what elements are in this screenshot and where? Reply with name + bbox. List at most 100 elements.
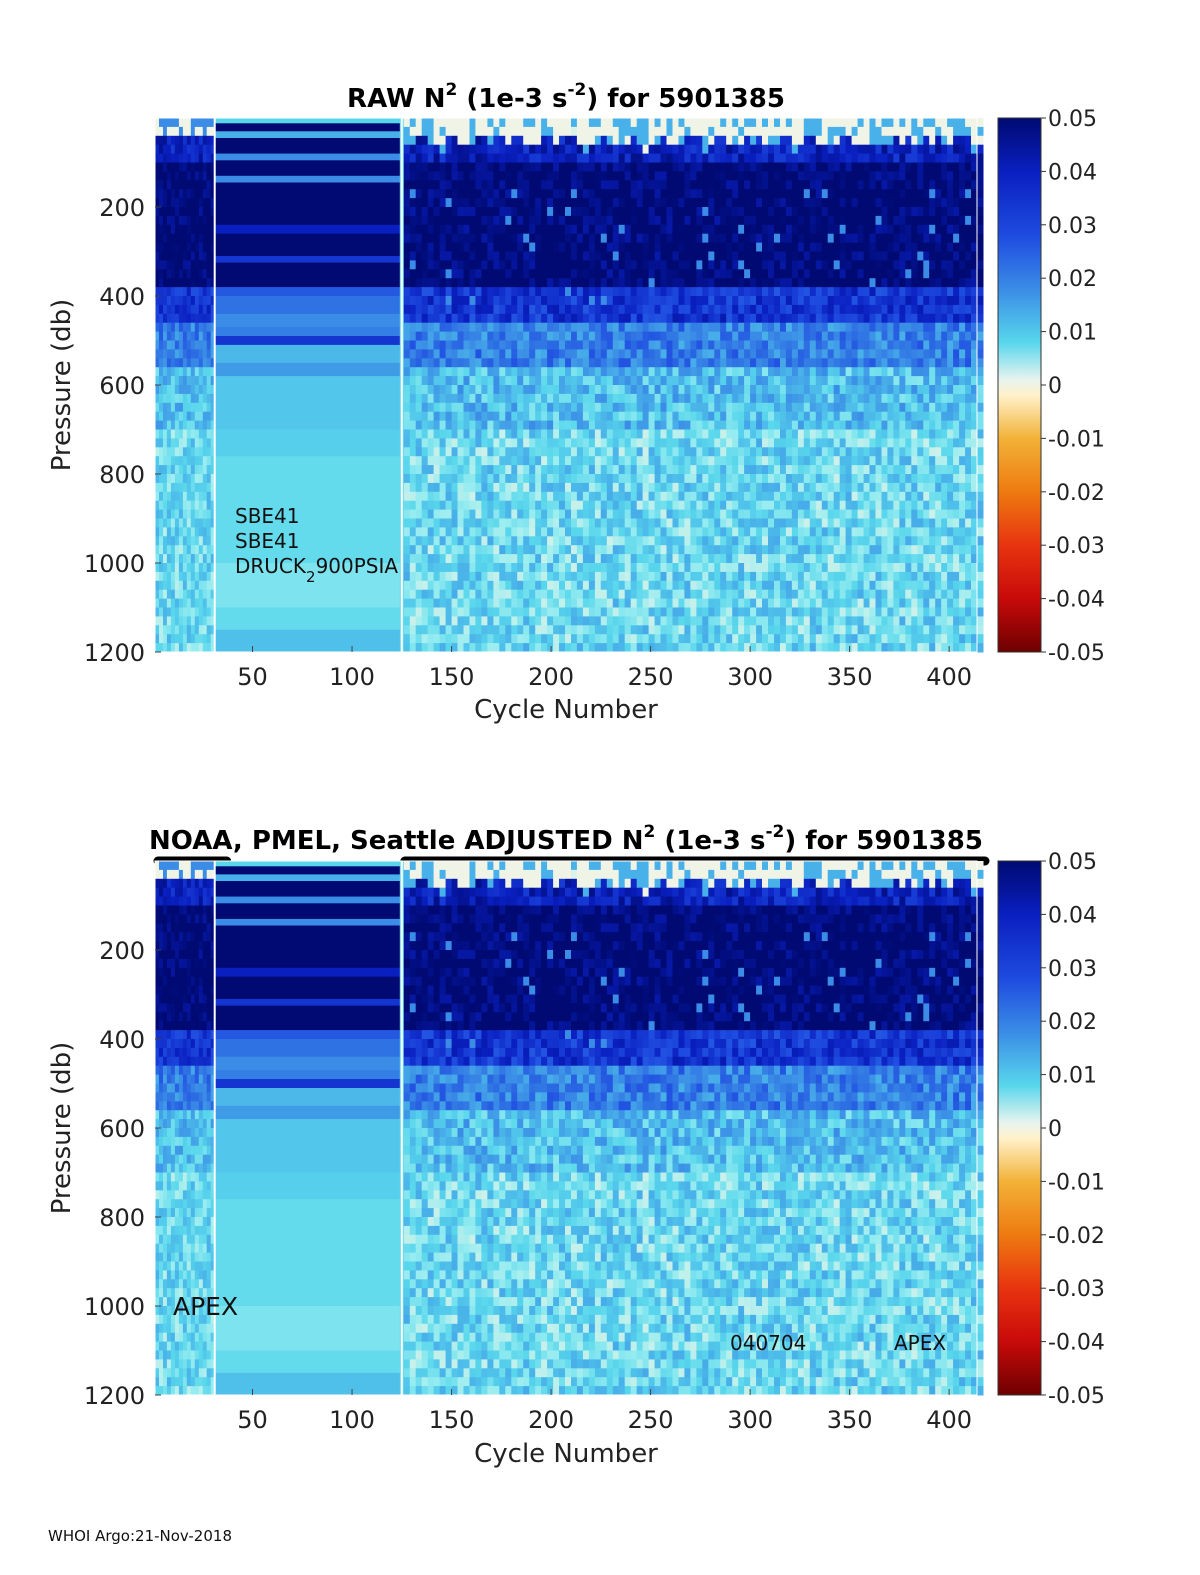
heatmap-cell [672,260,679,270]
heatmap-cell [726,598,733,608]
heatmap-cell [797,465,805,475]
heatmap-cell [403,304,411,315]
heatmap-cell [684,625,691,635]
heatmap-cell [690,260,697,270]
heatmap-cell [588,554,596,564]
heatmap-cell [624,634,632,644]
heatmap-cell [774,367,781,377]
heatmap-cell [178,429,184,439]
heatmap-cell [672,304,679,315]
heatmap-cell [475,616,482,626]
heatmap-cell [696,456,703,466]
heatmap-cell [654,162,662,172]
heatmap-cell [762,589,769,600]
heatmap-cell [427,340,435,350]
heatmap-cell [159,545,164,555]
heatmap-cell [642,545,650,555]
heatmap-cell [163,376,168,386]
heatmap-cell [433,304,441,315]
heatmap-cell [720,349,727,359]
heatmap-cell [684,411,691,422]
heatmap-cell [750,144,757,155]
heatmap-cell [210,563,216,573]
heatmap-cell [457,616,464,626]
heatmap-cell [648,367,656,377]
heatmap-cell [559,643,566,653]
heatmap-cell [618,527,626,537]
heatmap-cell [738,536,745,546]
heatmap-cell [421,144,429,155]
heatmap-cell [445,180,453,190]
heatmap-cell [529,607,536,617]
heatmap-cell [511,367,518,377]
heatmap-cell [421,224,429,235]
heatmap-cell [194,447,200,457]
heatmap-cell [732,349,739,359]
heatmap-cell [475,242,482,252]
heatmap-cell [672,393,679,404]
heatmap-cell [648,198,656,208]
heatmap-cell [463,313,470,324]
heatmap-cell [529,260,536,270]
heatmap-cell [606,287,614,297]
heatmap-cell [708,180,715,190]
heatmap-cell [186,580,192,591]
heatmap-cell [726,349,733,359]
heatmap-cell [708,313,715,324]
heatmap-cell [403,376,411,386]
heatmap-cell [174,207,180,217]
heatmap-cell [159,322,164,333]
heatmap-cell [505,491,512,502]
heatmap-cell [571,607,578,617]
heatmap-cell [744,340,751,350]
heatmap-cell [511,474,518,484]
heatmap-cell [624,322,632,333]
heatmap-cell [660,135,667,146]
heatmap-cell [576,429,584,439]
heatmap-cell [163,171,168,181]
heatmap-cell [666,287,673,297]
heatmap-cell [594,224,602,235]
heatmap-cell [174,224,180,235]
heatmap-cell [624,527,632,537]
heatmap-cell [618,224,626,235]
heatmap-cell [475,287,482,297]
heatmap-cell [780,571,787,582]
heatmap-cell [559,447,566,457]
heatmap-cell [427,643,435,653]
heatmap-cell [433,296,441,306]
heatmap-cell [714,465,721,475]
heatmap-cell [600,233,608,244]
heatmap-cell [750,126,757,137]
heatmap-cell [421,491,429,502]
heatmap-cell [553,260,560,270]
heatmap-cell [750,349,757,359]
heatmap-cell [714,304,721,315]
heatmap-cell [762,207,769,217]
heatmap-cell [642,402,650,413]
heatmap-cell [684,242,691,252]
heatmap-cell [666,233,673,244]
heatmap-cell [170,207,176,217]
heatmap-cell [523,634,530,644]
heatmap-cell [648,554,656,564]
heatmap-cell [210,598,216,608]
heatmap-cell [155,367,160,377]
heatmap-cell [714,207,721,217]
heatmap-cell [774,500,781,511]
heatmap-cell [803,331,811,341]
heatmap-cell [511,589,518,600]
heatmap-cell [529,207,536,217]
heatmap-cell [654,349,662,359]
heatmap-cell [803,180,811,190]
heatmap-cell [202,474,208,484]
heatmap-cell [445,607,453,617]
heatmap-cell [475,563,482,573]
heatmap-cell [630,118,638,128]
heatmap-cell [642,482,650,493]
heatmap-cell [654,278,662,288]
heatmap-cell [469,607,476,617]
heatmap-cell [481,607,488,617]
heatmap-cell [714,474,721,484]
heatmap-cell [481,402,488,413]
